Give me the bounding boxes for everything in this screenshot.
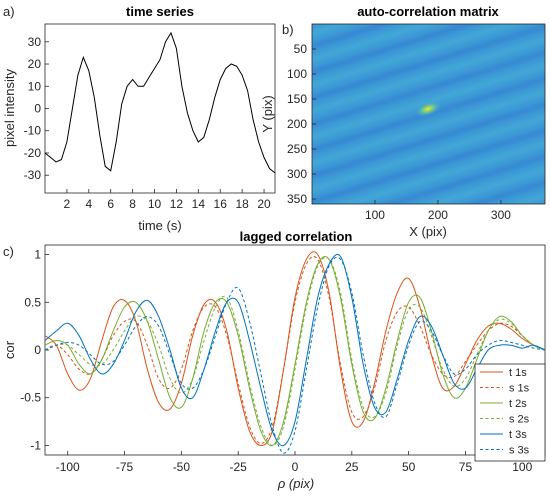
- b-ytick-label: 300: [287, 167, 307, 181]
- series-line-t-1s: [45, 251, 545, 447]
- legend-entry: t 2s: [509, 398, 527, 410]
- legend-entry: s 1s: [509, 383, 530, 395]
- panel-a-axes: [44, 23, 276, 194]
- legend-entry: s 2s: [509, 414, 530, 426]
- series-line-s-2s: [45, 256, 545, 447]
- b-xtick-label: 300: [491, 208, 511, 222]
- b-ytick-label: 200: [287, 117, 307, 131]
- b-ytick-label: 250: [287, 142, 307, 156]
- b-xtick-label: 200: [428, 208, 448, 222]
- legend-entry: t 1s: [509, 367, 527, 379]
- c-xtick-label: -25: [230, 460, 248, 474]
- panel-a-xlabel: time (s): [138, 218, 181, 233]
- a-xtick-label: 8: [129, 197, 136, 211]
- legend-entry: t 3s: [509, 429, 527, 441]
- a-ytick-label: 20: [28, 57, 42, 71]
- a-ytick-label: -30: [24, 168, 42, 182]
- panel-c: c) lagged correlation -100 -75 -50 -25 0 25 50…: [2, 229, 546, 491]
- panel-c-ylabel: cor: [2, 340, 17, 359]
- a-xtick-label: 10: [148, 197, 162, 211]
- c-ytick-label: -0.5: [20, 391, 41, 405]
- panel-b-title: auto-correlation matrix: [357, 4, 499, 19]
- panel-b-ylabel: Y (pix): [260, 95, 275, 132]
- panel-b-ticks: 100 200 300 50 100 150 200 250 300 350: [287, 42, 511, 222]
- a-xtick-label: 14: [192, 197, 206, 211]
- c-xtick-label: -75: [116, 460, 134, 474]
- a-xtick-label: 6: [107, 197, 114, 211]
- a-ytick-label: 0: [34, 102, 41, 116]
- c-xtick-label: 50: [402, 460, 416, 474]
- panel-b-label: b): [282, 22, 294, 37]
- panel-a-title: time series: [126, 4, 194, 19]
- series-line-s-1s: [45, 256, 545, 445]
- c-xtick-label: 25: [345, 460, 359, 474]
- a-xtick-label: 18: [235, 197, 249, 211]
- a-xtick-label: 16: [214, 197, 228, 211]
- time-series-line: [44, 31, 276, 174]
- legend-entry: s 3s: [509, 445, 530, 457]
- b-ytick-label: 100: [287, 67, 307, 81]
- a-xtick-label: 2: [64, 197, 71, 211]
- c-xtick-label: 75: [459, 460, 473, 474]
- b-ytick-label: 350: [287, 192, 307, 206]
- b-ytick-label: 150: [287, 92, 307, 106]
- panel-a: a) time series 2 4 6 8 10 12 14 16 18 20 -30 -20 -10…: [2, 4, 276, 233]
- panel-c-xlabel: ρ (pix): [277, 476, 314, 491]
- a-xtick-label: 20: [257, 197, 271, 211]
- lagged-correlation-lines: [45, 251, 545, 454]
- panel-c-label: c): [3, 244, 14, 259]
- correlation-peak: [414, 100, 442, 118]
- panel-a-label: a): [3, 4, 15, 19]
- a-ytick-label: -20: [24, 146, 42, 160]
- panel-a-ylabel: pixel intensity: [2, 68, 17, 147]
- panel-c-title: lagged correlation: [240, 229, 353, 244]
- panel-b-axes: [311, 23, 546, 205]
- c-ytick-label: 0.5: [24, 295, 41, 309]
- a-ytick-label: -10: [24, 124, 42, 138]
- panel-a-ticks: 2 4 6 8 10 12 14 16 18 20 -30 -20 -10 0 10 20 30: [24, 35, 271, 211]
- c-ytick-label: 1: [34, 248, 41, 262]
- b-xtick-label: 100: [365, 208, 385, 222]
- c-xtick-label: -100: [56, 460, 80, 474]
- b-ytick-label: 50: [294, 42, 308, 56]
- c-xtick-label: 100: [512, 460, 532, 474]
- c-xtick-label: 0: [292, 460, 299, 474]
- a-xtick-label: 4: [85, 197, 92, 211]
- c-ytick-label: -1: [30, 438, 41, 452]
- a-ytick-label: 30: [28, 35, 42, 49]
- panel-b: b) auto-correlation matrix 100 200 3005010…: [260, 4, 546, 239]
- panel-b-xlabel: X (pix): [409, 224, 447, 239]
- heatmap-image: [312, 24, 545, 204]
- c-xtick-label: -50: [173, 460, 191, 474]
- c-ytick-label: 0: [34, 343, 41, 357]
- panel-c-ticks: -100 -75 -50 -25 0 25 50 75 100 -1 -0.5 0 0.5 1: [20, 248, 532, 474]
- legend: t 1s s 1s t 2s s 2s t 3s s 3s: [474, 363, 546, 462]
- legend-box: [474, 363, 546, 462]
- a-xtick-label: 12: [170, 197, 184, 211]
- series-line-t-3s: [45, 253, 545, 447]
- a-ytick-label: 10: [28, 79, 42, 93]
- series-line-t-2s: [45, 256, 545, 447]
